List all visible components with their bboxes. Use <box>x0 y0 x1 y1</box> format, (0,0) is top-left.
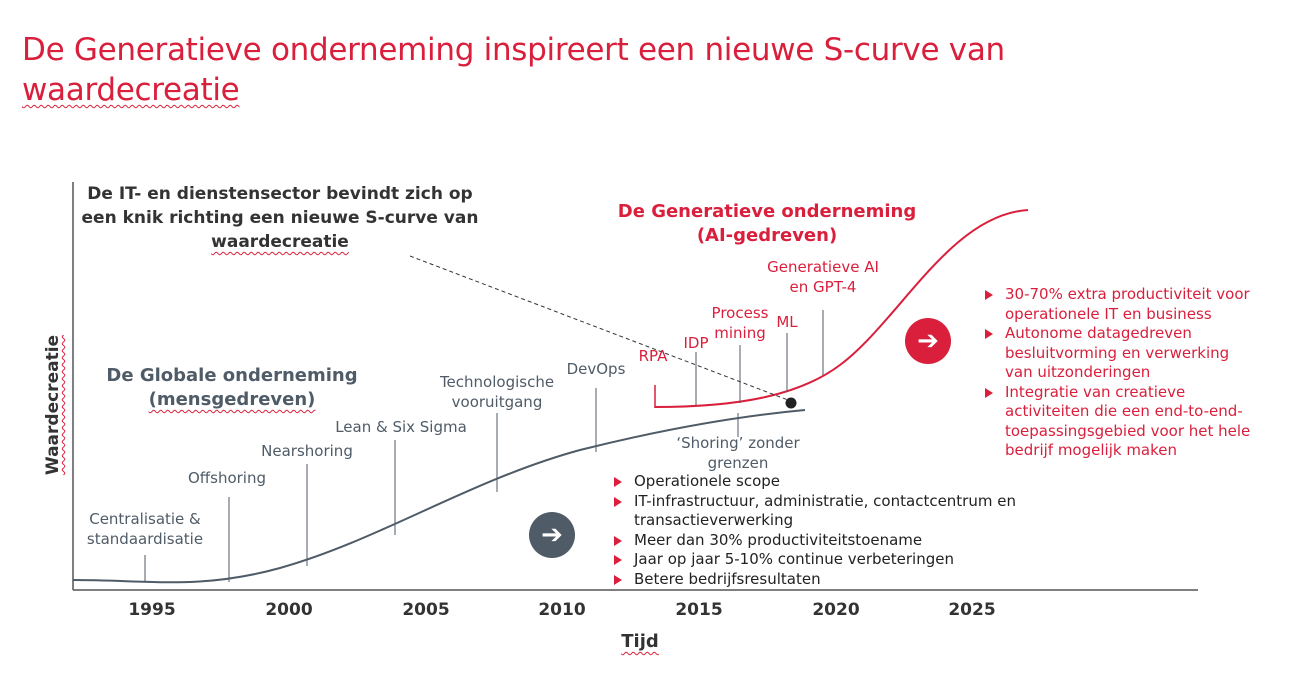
generative-heading-line-1: De Generatieve onderneming <box>617 201 917 222</box>
bullet-text: Jaar op jaar 5-10% continue verbeteringe… <box>634 550 954 568</box>
list-item: operationele IT en business <box>983 305 1283 325</box>
label-tech-line-2: vooruitgang <box>451 393 543 411</box>
label-offshoring: Offshoring <box>187 469 267 487</box>
title-line-2: waardecreatie <box>22 72 240 108</box>
bullet-text: van uitzonderingen <box>1005 363 1151 381</box>
bullet-text: transactieverwerking <box>634 511 794 529</box>
label-technologische-vooruitgang: Technologische vooruitgang <box>440 372 554 412</box>
list-item: Operationele scope <box>612 472 1052 492</box>
global-s-curve <box>72 409 806 584</box>
label-generatieve-ai: Generatieve AI en GPT-4 <box>767 257 879 297</box>
list-item: besluitvorming en verwerking <box>983 344 1283 364</box>
list-item: Betere bedrijfsresultaten <box>612 570 1052 590</box>
arrow-right-icon: ➔ <box>529 512 575 558</box>
bullet-text: operationele IT en business <box>1005 304 1212 323</box>
label-process-line-2: mining <box>714 324 766 342</box>
label-idp: IDP <box>683 334 709 352</box>
label-shoring-line-1: ‘Shoring’ zonder <box>676 434 800 452</box>
label-genai-line-1: Generatieve AI <box>767 258 879 276</box>
bullet-text: Betere bedrijfsresultaten <box>634 569 821 588</box>
label-process-line-1: Process <box>711 304 769 322</box>
list-item: bedrijf mogelijk maken <box>983 441 1283 461</box>
x-tick-2020: 2020 <box>812 600 860 620</box>
arrow-right-icon: ➔ <box>905 318 951 364</box>
global-heading-line-1: De Globale onderneming <box>106 365 358 386</box>
label-shoring-zonder-grenzen: ‘Shoring’ zonder grenzen <box>676 433 799 473</box>
annotation-pointer <box>409 255 789 401</box>
label-lean-six-sigma: Lean & Six Sigma <box>335 418 467 436</box>
inflection-annotation: De IT- en dienstensector bevindt zich op… <box>80 182 480 254</box>
list-item: van uitzonderingen <box>983 363 1283 383</box>
page-title: De Generatieve onderneming inspireert ee… <box>22 30 1222 110</box>
label-genai-line-2: en GPT-4 <box>789 278 857 296</box>
generative-benefits-list: 30-70% extra productiviteit voor operati… <box>983 285 1283 461</box>
bullet-text: activiteiten die een end-to-end- <box>1005 402 1243 420</box>
label-centralisatie: Centralisatie & standaardisatie <box>87 509 203 549</box>
global-heading-line-2: (mensgedreven) <box>148 389 316 410</box>
bullet-text: 30-70% extra productiviteit voor <box>1005 285 1250 303</box>
bullet-text: Autonome datagedreven <box>1005 324 1192 342</box>
list-item: Autonome datagedreven <box>983 324 1283 344</box>
label-devops: DevOps <box>566 360 626 378</box>
bullet-text: Operationele scope <box>634 472 781 490</box>
bullet-text: Meer dan 30% productiviteitstoename <box>634 530 923 549</box>
label-process-mining: Process mining <box>712 303 769 343</box>
bullet-text: IT-infrastructuur, administratie, contac… <box>634 491 1016 510</box>
label-ml: ML <box>776 313 798 331</box>
x-tick-2015: 2015 <box>675 600 723 620</box>
x-axis-label: Tijd <box>621 631 659 652</box>
x-tick-2000: 2000 <box>265 600 313 620</box>
list-item: transactieverwerking <box>612 511 1052 531</box>
label-centralisatie-line-2: standaardisatie <box>86 530 204 548</box>
list-item: Integratie van creatieve <box>983 383 1283 403</box>
annotation-line-3: waardecreatie <box>211 232 349 252</box>
label-rpa: RPA <box>638 347 668 365</box>
x-tick-2025: 2025 <box>948 600 996 620</box>
list-item: 30-70% extra productiviteit voor <box>983 285 1283 305</box>
generative-heading: De Generatieve onderneming (AI-gedreven) <box>618 200 916 248</box>
bullet-text: besluitvorming en verwerking <box>1005 343 1230 362</box>
bullet-text: Integratie van creatieve <box>1005 382 1186 401</box>
x-tick-1995: 1995 <box>128 600 176 620</box>
label-tech-line-1: Technologische <box>439 373 555 391</box>
annotation-line-2: een knik richting een nieuwe S-curve van <box>81 208 479 228</box>
annotation-line-1: De IT- en dienstensector bevindt zich op <box>87 184 473 204</box>
list-item: activiteiten die een end-to-end- <box>983 402 1283 422</box>
list-item: Meer dan 30% productiviteitstoename <box>612 531 1052 551</box>
title-line-1: De Generatieve onderneming inspireert ee… <box>22 32 1005 68</box>
bullet-text: toepassingsgebied voor het hele <box>1005 421 1251 440</box>
label-nearshoring: Nearshoring <box>261 442 353 460</box>
x-tick-2005: 2005 <box>402 600 450 620</box>
list-item: Jaar op jaar 5-10% continue verbeteringe… <box>612 550 1052 570</box>
generative-s-curve <box>654 209 1029 408</box>
list-item: IT-infrastructuur, administratie, contac… <box>612 492 1052 512</box>
inflection-dot <box>785 397 797 409</box>
label-centralisatie-line-1: Centralisatie & <box>89 510 201 528</box>
list-item: toepassingsgebied voor het hele <box>983 422 1283 442</box>
label-shoring-line-2: grenzen <box>707 454 769 472</box>
global-heading: De Globale onderneming (mensgedreven) <box>106 364 357 412</box>
generative-heading-line-2: (AI-gedreven) <box>696 225 838 246</box>
global-benefits-list: Operationele scope IT-infrastructuur, ad… <box>612 472 1052 589</box>
y-axis-label: Waardecreatie <box>43 334 63 476</box>
bullet-text: bedrijf mogelijk maken <box>1005 441 1178 459</box>
x-tick-2010: 2010 <box>538 600 586 620</box>
